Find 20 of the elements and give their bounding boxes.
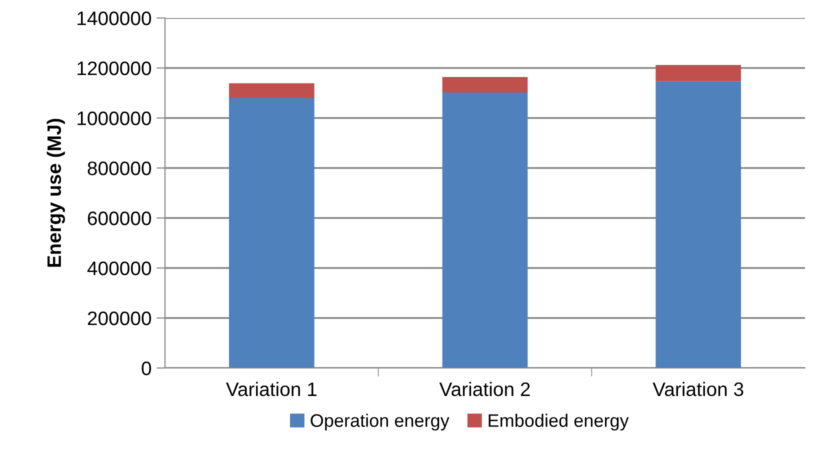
- legend-label: Operation energy: [310, 414, 450, 431]
- y-tick-label: 1400000: [78, 11, 152, 26]
- bar: [229, 83, 314, 98]
- bar: [656, 81, 741, 368]
- x-tick-label: Variation 1: [226, 382, 316, 396]
- y-tick-label: 1000000: [78, 111, 152, 126]
- y-tick-label: 1200000: [78, 61, 152, 76]
- legend-label: Embodied energy: [488, 414, 629, 431]
- y-axis-title: Energy use (MJ): [46, 118, 66, 267]
- x-tick-label: Variation 3: [652, 382, 744, 396]
- x-tick-label: Variation 2: [439, 382, 530, 396]
- bar: [442, 92, 528, 368]
- bar: [229, 98, 314, 368]
- y-tick-label: 600000: [88, 211, 152, 226]
- y-tick-label: 400000: [87, 261, 152, 276]
- bar: [442, 77, 528, 92]
- bar: [656, 65, 741, 82]
- y-tick-label: 0: [142, 361, 152, 376]
- y-tick-label: 800000: [88, 161, 152, 176]
- y-tick-label: 200000: [88, 311, 152, 326]
